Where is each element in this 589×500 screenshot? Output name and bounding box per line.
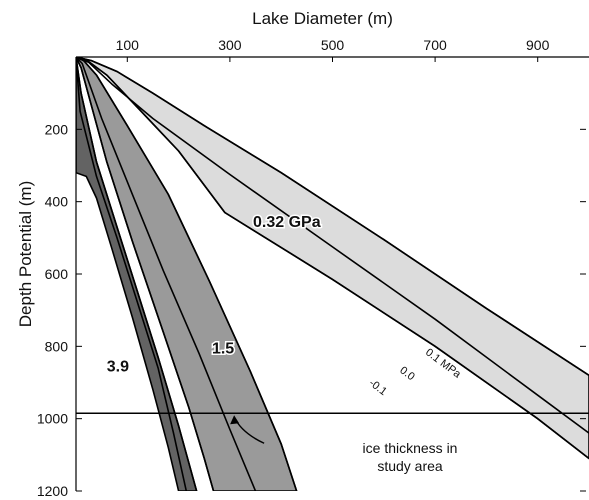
y-tick-label-200: 200 bbox=[45, 121, 69, 137]
y-tick-label-1200: 1200 bbox=[37, 483, 68, 499]
band-label-2: 1.5 bbox=[212, 341, 234, 358]
pressure-line-7 bbox=[76, 57, 198, 491]
pressure-lines bbox=[76, 57, 589, 491]
ice-thickness-annotation: ice thickness in study area bbox=[76, 412, 589, 474]
line-label-3: -0.1 bbox=[367, 377, 389, 398]
pressure-line-3 bbox=[76, 57, 589, 460]
x-tick-label-300: 300 bbox=[218, 37, 242, 53]
pressure-line-2 bbox=[76, 57, 589, 434]
pressure-line-1 bbox=[76, 57, 589, 376]
x-tick-label-100: 100 bbox=[116, 37, 140, 53]
y-tick-label-400: 400 bbox=[45, 194, 69, 210]
pressure-line-5 bbox=[76, 57, 257, 491]
ice-annotation-line-2: study area bbox=[377, 458, 443, 474]
ice-annotation-line-1: ice thickness in bbox=[363, 440, 458, 456]
pressure-line-8 bbox=[76, 57, 188, 491]
y-tick-label-800: 800 bbox=[45, 338, 69, 354]
ice-arrow-head bbox=[230, 415, 240, 425]
y-axis-title: Depth Potential (m) bbox=[16, 181, 35, 327]
axis-ticks: 100 300 500 700 900 200 400 600 800 1000 1200 bbox=[37, 37, 586, 499]
y-tick-label-600: 600 bbox=[45, 266, 69, 282]
band-label-1: 0.32 GPa bbox=[253, 214, 321, 231]
pressure-line-4 bbox=[76, 57, 298, 491]
x-tick-label-500: 500 bbox=[321, 37, 345, 53]
line-label-2: 0.0 bbox=[397, 364, 416, 383]
x-tick-label-900: 900 bbox=[526, 37, 550, 53]
x-tick-label-700: 700 bbox=[423, 37, 447, 53]
band-label-3: 3.9 bbox=[107, 359, 129, 376]
x-axis-title: Lake Diameter (m) bbox=[252, 9, 393, 28]
pressure-bands bbox=[76, 57, 589, 491]
pressure-line-6 bbox=[76, 57, 215, 491]
y-tick-label-1000: 1000 bbox=[37, 411, 68, 427]
